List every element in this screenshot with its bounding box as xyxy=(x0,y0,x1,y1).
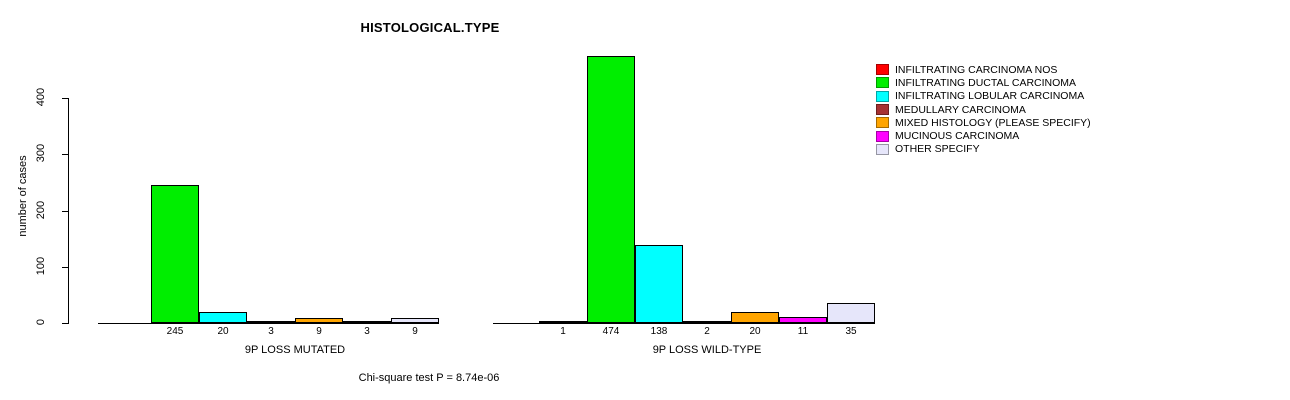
y-axis-tick-label: 0 xyxy=(35,318,47,326)
y-axis-title: number of cases xyxy=(17,155,29,237)
x-axis-group-label: 9P LOSS WILD-TYPE xyxy=(652,344,762,356)
legend-item: INFILTRATING LOBULAR CARCINOMA xyxy=(876,90,1091,103)
bar[interactable] xyxy=(391,317,439,323)
legend-item-label: INFILTRATING CARCINOMA NOS xyxy=(895,63,1058,76)
legend-item-label: INFILTRATING LOBULAR CARCINOMA xyxy=(895,90,1085,103)
bar[interactable] xyxy=(343,321,391,323)
legend-color-swatch xyxy=(876,117,889,129)
x-axis-line xyxy=(493,323,875,324)
y-axis-tick xyxy=(62,154,68,156)
y-axis-tick-label: 100 xyxy=(35,256,47,275)
x-axis-line xyxy=(98,323,439,324)
bar-value-label: 3 xyxy=(364,326,370,337)
legend-color-swatch xyxy=(876,64,889,76)
x-axis-group-label: 9P LOSS MUTATED xyxy=(244,344,346,356)
legend-color-swatch xyxy=(876,90,889,102)
bar-value-label: 20 xyxy=(749,326,761,337)
bar[interactable] xyxy=(683,321,731,323)
bar[interactable] xyxy=(151,185,199,323)
y-axis-line xyxy=(68,98,69,324)
bar-value-label: 1 xyxy=(560,326,566,337)
legend-item-label: MIXED HISTOLOGY (PLEASE SPECIFY) xyxy=(895,116,1091,129)
y-axis-tick xyxy=(62,98,68,99)
y-axis-tick-label: 300 xyxy=(35,144,47,163)
legend-color-swatch xyxy=(876,104,889,116)
y-axis-tick xyxy=(62,266,68,268)
bar[interactable] xyxy=(635,245,683,323)
chart-legend: INFILTRATING CARCINOMA NOS INFILTRATING D… xyxy=(876,63,1091,156)
bar-value-label: 9 xyxy=(412,326,418,337)
bar-value-label: 3 xyxy=(268,326,274,337)
bar-value-label: 9 xyxy=(316,326,322,337)
bar[interactable] xyxy=(295,317,343,323)
legend-color-swatch xyxy=(876,77,889,89)
bar[interactable] xyxy=(199,311,247,323)
bar[interactable] xyxy=(587,56,635,323)
y-axis-tick-label: 200 xyxy=(35,200,47,219)
legend-item-label: MEDULLARY CARCINOMA xyxy=(895,103,1026,116)
bar[interactable] xyxy=(731,311,779,323)
y-axis-tick xyxy=(62,210,68,212)
bar[interactable] xyxy=(779,316,827,323)
legend-item-label: OTHER SPECIFY xyxy=(895,143,980,156)
chi-square-text: Chi-square test P = 8.74e-06 xyxy=(358,372,500,384)
bar[interactable] xyxy=(827,303,875,323)
y-axis-tick xyxy=(62,323,68,324)
legend-item: MUCINOUS CARCINOMA xyxy=(876,129,1091,142)
bar-value-label: 2 xyxy=(704,326,710,337)
bar[interactable] xyxy=(247,321,295,323)
chi-square-annotation: Chi-square test P = 8.74e-06 xyxy=(0,372,1290,384)
bar-value-label: 20 xyxy=(217,326,229,337)
legend-item: INFILTRATING DUCTAL CARCINOMA xyxy=(876,76,1091,89)
bar-value-label: 35 xyxy=(845,326,857,337)
legend-item-label: MUCINOUS CARCINOMA xyxy=(895,130,1020,143)
bar[interactable] xyxy=(539,321,587,323)
legend-item: MEDULLARY CARCINOMA xyxy=(876,103,1091,116)
legend-item: INFILTRATING CARCINOMA NOS xyxy=(876,63,1091,76)
bar-value-label: 138 xyxy=(650,326,668,337)
legend-color-swatch xyxy=(876,143,889,155)
bar-value-label: 245 xyxy=(166,326,184,337)
legend-item: OTHER SPECIFY xyxy=(876,143,1091,156)
chart-title: HISTOLOGICAL.TYPE xyxy=(360,20,500,35)
bar-value-label: 11 xyxy=(797,326,809,337)
legend-color-swatch xyxy=(876,130,889,142)
legend-item-label: INFILTRATING DUCTAL CARCINOMA xyxy=(895,76,1077,89)
legend-item: MIXED HISTOLOGY (PLEASE SPECIFY) xyxy=(876,116,1091,129)
y-axis-tick-label: 400 xyxy=(35,87,47,107)
bar-value-label: 474 xyxy=(602,326,620,337)
